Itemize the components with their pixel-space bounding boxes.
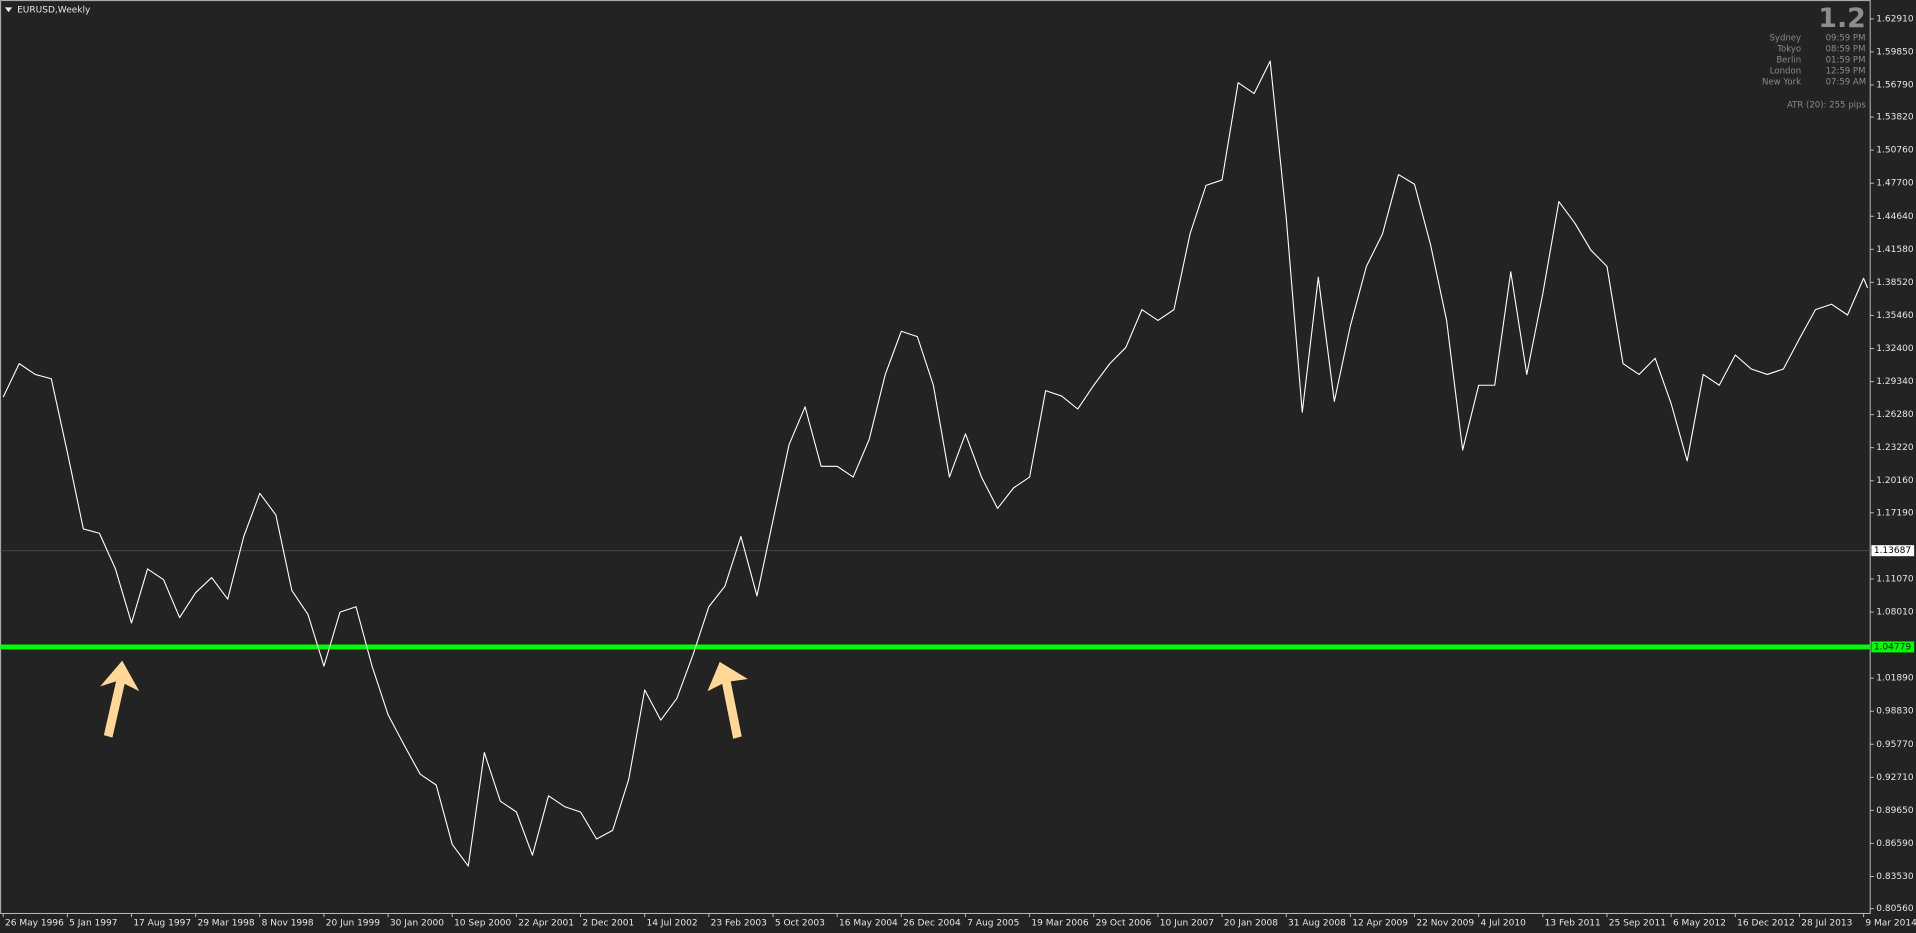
clock-city: Tokyo (1776, 44, 1801, 54)
clock-time: 07:59 AM (1826, 77, 1867, 87)
x-tick-label: 8 Nov 1998 (262, 919, 314, 929)
x-tick-label: 30 Jan 2000 (390, 919, 444, 929)
y-tick-label: 1.41580 (1876, 245, 1914, 255)
x-tick-label: 6 May 2012 (1673, 919, 1726, 929)
x-tick-label: 29 Mar 1998 (197, 919, 254, 929)
x-tick-label: 10 Sep 2000 (454, 919, 511, 929)
x-tick-label: 25 Sep 2011 (1609, 919, 1666, 929)
x-tick-label: 23 Feb 2003 (711, 919, 767, 929)
y-tick-label: 1.08010 (1876, 608, 1914, 618)
plot-area: 1.62910 1.59850 1.56790 1.53820 1.50760 1.477… (0, 14, 1916, 929)
y-tick-label: 0.95770 (1876, 740, 1914, 750)
menu-triangle[interactable] (4, 7, 13, 13)
x-tick-label: 9 Mar 2014 (1865, 919, 1916, 929)
x-tick-label: 29 Oct 2006 (1096, 919, 1152, 929)
x-tick-label: 14 Jul 2002 (647, 919, 698, 929)
price-label: 1.13687 (1874, 546, 1911, 556)
x-tick-label: 22 Apr 2001 (518, 919, 574, 929)
y-tick-label: 1.01890 (1876, 674, 1914, 684)
x-tick-label: 31 Aug 2008 (1288, 919, 1346, 929)
x-tick-label: 7 Aug 2005 (967, 919, 1019, 929)
corner-value: 1.2 (1818, 3, 1866, 34)
y-tick-label: 0.83530 (1876, 872, 1914, 882)
y-tick-label: 0.86590 (1876, 839, 1914, 849)
y-tick-label: 1.47700 (1876, 179, 1914, 189)
y-tick-label: 1.44640 (1876, 212, 1914, 222)
x-tick-label: 5 Oct 2003 (775, 919, 825, 929)
y-tick-label: 1.26280 (1876, 410, 1914, 420)
plot-frame (0, 0, 1871, 914)
y-tick-label: 1.59850 (1876, 47, 1914, 57)
arrow (100, 660, 140, 738)
x-tick-label: 16 Dec 2012 (1737, 919, 1795, 929)
price-label: 1.04779 (1874, 642, 1912, 652)
atr-label: ATR (20): 255 pips (1787, 101, 1866, 111)
x-tick-label: 5 Jan 1997 (69, 919, 117, 929)
y-tick-label: 1.20160 (1876, 476, 1914, 486)
x-tick-label: 10 Jun 2007 (1160, 919, 1214, 929)
x-tick-label: 20 Jan 2008 (1224, 919, 1278, 929)
y-tick-label: 1.17190 (1876, 508, 1914, 518)
x-tick-label: 26 Dec 2004 (903, 919, 961, 929)
y-tick-label: 1.11070 (1876, 574, 1914, 584)
y-tick-label: 0.80560 (1876, 904, 1914, 914)
clock-time: 08:59 PM (1826, 44, 1866, 54)
y-tick-label: 1.32400 (1876, 344, 1914, 354)
x-tick-label: 20 Jun 1999 (326, 919, 381, 929)
clock-city: Berlin (1776, 55, 1801, 65)
price-label-box (1871, 545, 1915, 557)
clock-panel: Sydney 09:59 PM Tokyo 08:59 PM Berlin 01:59 P… (1762, 33, 1866, 87)
annotation-arrows (100, 660, 748, 739)
clock-city: London (1770, 66, 1801, 76)
clock-time: 12:59 PM (1826, 66, 1866, 76)
clock-city: Sydney (1769, 33, 1801, 43)
x-tick-label: 13 Feb 2011 (1545, 919, 1601, 929)
price-line (2, 60, 1869, 867)
y-tick-label: 1.29340 (1876, 377, 1914, 387)
price-label-box (1871, 641, 1915, 653)
y-tick-label: 0.89650 (1876, 806, 1914, 816)
x-tick-label: 4 Jul 2010 (1481, 919, 1527, 929)
x-tick-label: 12 Apr 2009 (1352, 919, 1408, 929)
x-tick-label: 22 Nov 2009 (1416, 919, 1474, 929)
x-tick-label: 17 Aug 1997 (133, 919, 191, 929)
x-tick-label: 26 May 1996 (5, 919, 64, 929)
x-tick-label: 19 Mar 2006 (1031, 919, 1088, 929)
clock-time: 09:59 PM (1826, 33, 1866, 43)
y-tick-label: 0.98830 (1876, 707, 1914, 717)
y-tick-label: 1.62910 (1876, 14, 1914, 24)
y-tick-label: 1.23220 (1876, 443, 1914, 453)
x-tick-label: 28 Jul 2013 (1801, 919, 1852, 929)
arrow (707, 661, 748, 739)
x-tick-label: 16 May 2004 (839, 919, 898, 929)
x-tick-label: 2 Dec 2001 (582, 919, 634, 929)
y-tick-label: 1.53820 (1876, 113, 1914, 123)
clock-time: 01:59 PM (1826, 55, 1866, 65)
y-tick-label: 1.38520 (1876, 278, 1914, 288)
clock-city: New York (1762, 77, 1801, 87)
y-tick-label: 0.92710 (1876, 773, 1914, 783)
y-tick-label: 1.35460 (1876, 311, 1914, 321)
y-tick-label: 1.50760 (1876, 146, 1914, 156)
y-tick-label: 1.56790 (1876, 80, 1914, 90)
chart-title: EURUSD,Weekly (17, 5, 91, 15)
